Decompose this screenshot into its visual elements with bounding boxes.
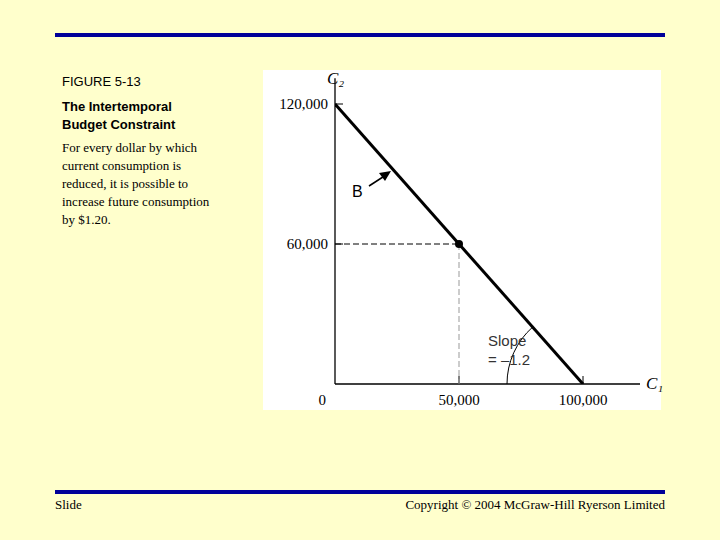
figure-title: Budget Constraint	[62, 117, 176, 132]
x-tick-label: 0	[319, 392, 327, 408]
bottom-rule	[55, 490, 665, 494]
guide-v	[459, 244, 460, 384]
chart-panel	[263, 70, 661, 410]
y-axis-label: C₂	[327, 69, 344, 88]
figure-number: FIGURE 5-13	[62, 74, 141, 89]
x-axis-label: C₁	[646, 374, 663, 393]
top-rule	[55, 33, 665, 37]
y-tick-label: 60,000	[287, 236, 328, 252]
y-tick-label: 120,000	[279, 96, 328, 112]
caption-line: reduced, it is possible to	[62, 176, 188, 191]
x-tick-label: 50,000	[438, 392, 479, 408]
chart: C₁ C₂ 0 50,000 100,000 60,000 120,000 Slope = –1…	[279, 69, 663, 408]
footer-left: Slide	[55, 497, 82, 512]
background	[0, 0, 720, 540]
budget-line	[335, 104, 583, 384]
slope-value: = –1.2	[488, 351, 530, 368]
caption-line: by $1.20.	[62, 212, 111, 227]
guide-h	[335, 244, 459, 245]
point	[455, 240, 463, 248]
x-axis	[335, 383, 640, 384]
figure-title: The Intertemporal	[62, 99, 172, 114]
caption-line: For every dollar by which	[62, 140, 198, 155]
data-layer	[335, 104, 583, 384]
slide: FIGURE 5-13 The Intertemporal Budget Const…	[0, 0, 720, 540]
slope-label: Slope	[488, 332, 526, 349]
footer-right: Copyright © 2004 McGraw-Hill Ryerson Lim…	[405, 497, 665, 512]
x-tick-label: 100,000	[559, 392, 608, 408]
b-arrow-head	[379, 171, 391, 181]
page: {"chart_data": {"type": "line", "x_label…	[0, 0, 720, 540]
caption-line: current consumption is	[62, 158, 181, 173]
caption-line: increase future consumption	[62, 194, 210, 209]
b-label: B	[352, 183, 363, 200]
y-axis	[334, 78, 335, 384]
